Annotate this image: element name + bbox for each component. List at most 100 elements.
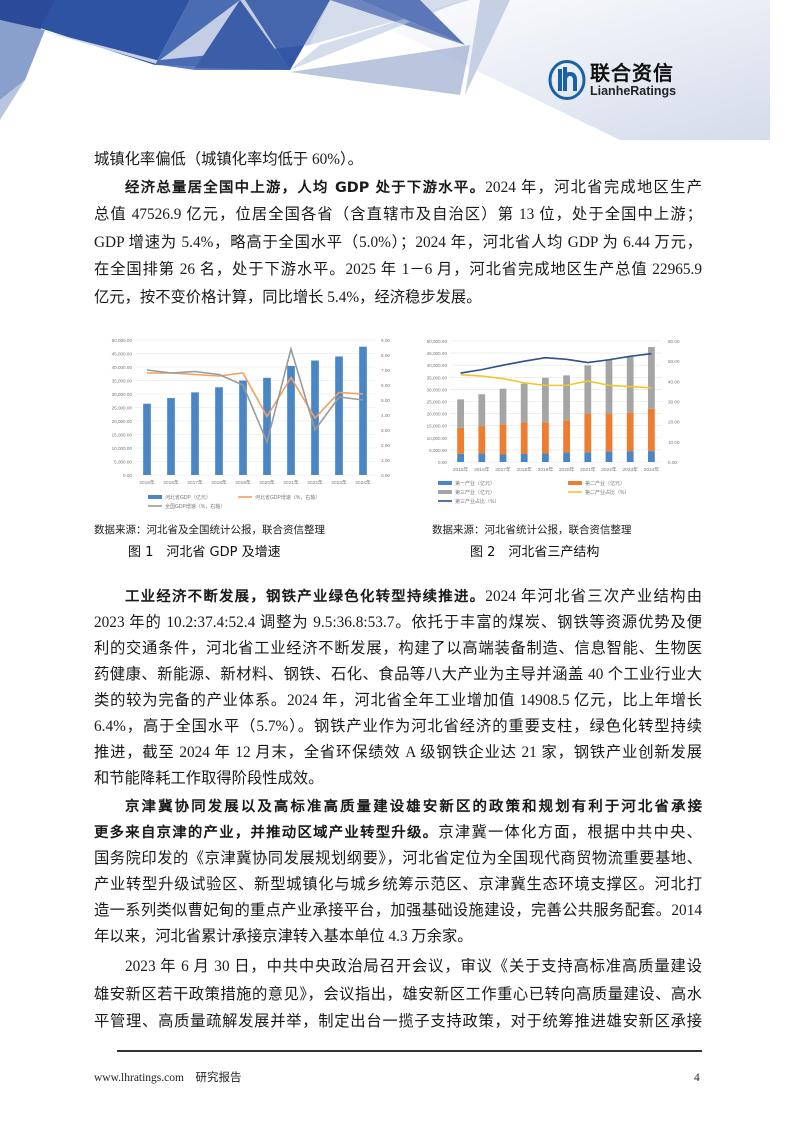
- y2-tick-label: 6.00: [381, 383, 390, 388]
- x-tick-label: 2021年: [580, 466, 596, 473]
- bar: [648, 451, 655, 462]
- y-tick-label: 15,000.00: [427, 424, 448, 429]
- x-tick-label: 2022年: [307, 479, 323, 486]
- y-tick-label: 20,000.00: [112, 419, 133, 424]
- series-line: [460, 352, 652, 374]
- x-tick-label: 2024年: [355, 479, 371, 486]
- y2-tick-label: 9.00: [381, 338, 390, 343]
- legend-swatch: [568, 481, 582, 485]
- y-tick-label: 10,000.00: [112, 446, 133, 451]
- y2-tick-label: 1.00: [381, 458, 390, 463]
- y-tick-label: 50,000.00: [427, 339, 448, 344]
- x-tick-label: 2018年: [516, 466, 532, 473]
- y2-tick-label: 50.00: [668, 359, 680, 364]
- text-line: 造一系列类似曹妃甸的重点产业承接平台，加强基础设施建设，完善公共服务配套。201…: [94, 902, 702, 919]
- y-tick-label: 5,000.00: [114, 460, 132, 465]
- paragraph-heading: 工业经济不断发展，钢铁产业绿色化转型持续推进。: [125, 589, 486, 605]
- logo-text-cn: 联合资信: [590, 61, 674, 85]
- y-tick-label: 10,000.00: [427, 436, 448, 441]
- series-line: [460, 373, 652, 389]
- x-tick-label: 2016年: [474, 466, 490, 473]
- bar: [215, 387, 223, 475]
- y2-tick-label: 4.00: [381, 413, 390, 418]
- y2-tick-label: 0.00: [381, 473, 390, 478]
- footer-label: 研究报告: [195, 1072, 242, 1084]
- y-tick-label: 35,000.00: [112, 379, 133, 384]
- text-line: 和节能降耗工作取得阶段性成效。: [94, 770, 324, 787]
- bar: [457, 427, 464, 454]
- text-line: 平管理、高质量疏解发展并举，制定出台一揽子支持政策，对于统筹推进雄安新区承接: [94, 1013, 702, 1031]
- text-line: 2023 年的 10.2:37.4:52.4 调整为 9.5:36.8:53.7…: [94, 614, 702, 631]
- figure2-source: 数据来源：河北省统计公报，联合资信整理: [432, 524, 632, 536]
- paragraph-heading: 更多来自京津的产业，并推动区域产业转型升级。: [94, 825, 439, 841]
- text-line: 年以来，河北省累计承接京津转入基本单位 4.3 万余家。: [94, 928, 473, 945]
- y2-tick-label: 60.00: [668, 339, 680, 344]
- y2-tick-label: 20.00: [668, 420, 680, 425]
- bar: [520, 454, 528, 462]
- x-tick-label: 2017年: [187, 479, 203, 486]
- bar: [563, 420, 570, 453]
- bar: [520, 383, 528, 423]
- page-number: 4: [694, 1072, 700, 1084]
- paragraph-heading: 经济总量居全国中上游，人均 GDP 处于下游水平。: [125, 179, 486, 196]
- bar: [499, 424, 507, 455]
- y-tick-label: 45,000.00: [427, 351, 448, 356]
- y-tick-label: 25,000.00: [112, 406, 133, 411]
- bar: [563, 375, 570, 421]
- figure1-caption: 图 1 河北省 GDP 及增速: [128, 545, 281, 560]
- bar: [520, 422, 528, 455]
- lianhe-logo-icon: [548, 60, 586, 100]
- x-tick-label: 2019年: [235, 479, 251, 486]
- x-tick-label: 2020年: [559, 466, 575, 473]
- bar: [648, 408, 655, 452]
- text-line: 经济总量居全国中上游，人均 GDP 处于下游水平。2024 年，河北省完成地区生…: [125, 178, 703, 196]
- bar: [563, 452, 570, 462]
- text-line: 城镇化率偏低（城镇化率均低于 60%）。: [94, 151, 363, 168]
- bar: [499, 388, 507, 425]
- lianhe-logo: 联合资信 LianheRatings: [548, 60, 676, 100]
- bar: [335, 356, 343, 475]
- text-line: 类的较为完备的产业体系。2024 年，河北省全年工业增加值 14908.5 亿元…: [94, 692, 702, 709]
- legend-swatch: [438, 481, 452, 485]
- bar: [542, 377, 549, 423]
- text-line: 工业经济不断发展，钢铁产业绿色化转型持续推进。2024 年河北省三次产业结构由: [125, 588, 702, 605]
- text-line: 利的交通条件，河北省工业经济不断发展，构建了以高端装备制造、信息智能、生物医: [94, 640, 702, 657]
- y2-tick-label: 7.00: [381, 368, 390, 373]
- x-tick-label: 2019年: [538, 466, 554, 473]
- bar: [584, 413, 592, 453]
- paragraph-urbanization: 城镇化率偏低（城镇化率均低于 60%）。: [94, 146, 702, 174]
- bar: [626, 412, 634, 452]
- y-tick-label: 30,000.00: [427, 387, 448, 392]
- y-tick-label: 30,000.00: [112, 392, 133, 397]
- legend-label: 第三产业（亿元）: [455, 489, 495, 496]
- bar: [648, 347, 655, 409]
- y2-tick-label: 8.00: [381, 353, 390, 358]
- text-line: 产业转型升级试验区、新型城镇化与城乡统筹示范区、京津冀生态环境支撑区。河北打: [94, 876, 702, 893]
- bar: [167, 398, 175, 475]
- bar: [626, 451, 634, 462]
- y-tick-label: 40,000.00: [112, 365, 133, 370]
- x-tick-label: 2018年: [211, 479, 227, 486]
- x-tick-label: 2023年: [331, 479, 347, 486]
- legend-label: 第二产业（亿元）: [585, 480, 625, 487]
- header-banner: [0, 0, 794, 140]
- x-tick-label: 2015年: [453, 466, 469, 473]
- bar: [584, 365, 592, 414]
- text-line: 雄安新区若干政策措施的意见》，会议指出，雄安新区工作重心已转向高质量建设、高水: [94, 985, 702, 1003]
- footer-website[interactable]: www.lhratings.com 研究报告: [94, 1072, 242, 1084]
- bar: [263, 377, 271, 475]
- series-line: [147, 372, 364, 420]
- footer-divider: [117, 1050, 702, 1052]
- y-tick-label: 35,000.00: [427, 375, 448, 380]
- text-line: 更多来自京津的产业，并推动区域产业转型升级。京津冀一体化方面，根据中共中央、: [94, 824, 702, 841]
- y-tick-label: 0.00: [123, 473, 132, 478]
- y-tick-label: 40,000.00: [427, 363, 448, 368]
- figure1-source: 数据来源：河北省及全国统计公报，联合资信整理: [94, 524, 325, 536]
- legend-label: 河北省GDP（亿元）: [165, 494, 211, 501]
- bar: [239, 380, 247, 475]
- paragraph-economy: 经济总量居全国中上游，人均 GDP 处于下游水平。2024 年，河北省完成地区生…: [94, 174, 702, 312]
- text-line: 推进，截至 2024 年 12 月末，全省环保绩效 A 级钢铁企业达 21 家，…: [94, 744, 702, 761]
- bar: [287, 365, 295, 475]
- bar: [457, 453, 464, 462]
- x-tick-label: 2024年: [644, 466, 660, 473]
